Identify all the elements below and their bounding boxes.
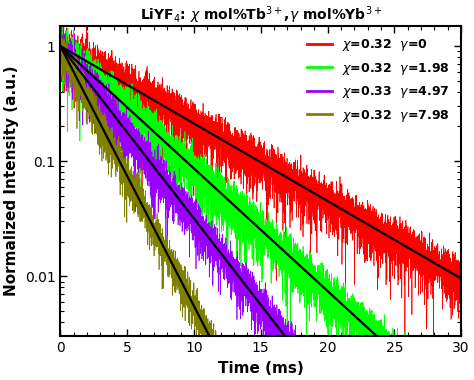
Legend: $\chi$=0.32  $\gamma$=0, $\chi$=0.32  $\gamma$=1.98, $\chi$=0.33  $\gamma$=4.97,: $\chi$=0.32 $\gamma$=0, $\chi$=0.32 $\ga… (302, 32, 455, 128)
X-axis label: Time (ms): Time (ms) (218, 361, 303, 376)
Title: LiYF$_4$: $\chi$ mol%Tb$^{3+}$,$\gamma$ mol%Yb$^{3+}$: LiYF$_4$: $\chi$ mol%Tb$^{3+}$,$\gamma$ … (140, 4, 382, 26)
Y-axis label: Normalized Intensity (a.u.): Normalized Intensity (a.u.) (4, 66, 19, 296)
